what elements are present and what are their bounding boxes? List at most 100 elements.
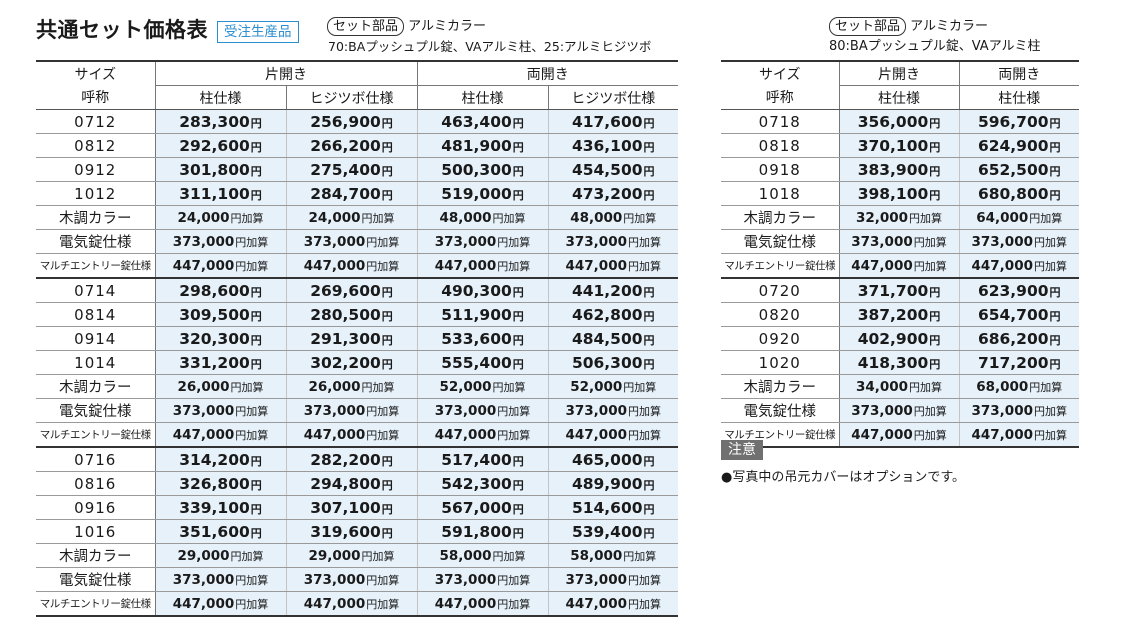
price-value: 454,500	[571, 160, 643, 179]
size-name-cell: 0714	[36, 278, 156, 303]
price-value: 447,000	[303, 595, 366, 612]
price-cell: 596,700円	[959, 109, 1079, 134]
left-spec-line2: 70:BAプッシュプル錠、VAアルミ柱、25:アルミヒジツボ	[328, 39, 652, 54]
price-value: 490,300	[441, 281, 512, 300]
yen-unit: 円	[512, 140, 524, 154]
price-value: 680,800	[977, 184, 1049, 203]
price-value: 447,000	[971, 257, 1034, 274]
price-cell: 447,000円加算	[155, 591, 287, 617]
price-value: 447,000	[565, 595, 628, 612]
price-value: 373,000	[565, 233, 628, 250]
size-name-cell: 0914	[36, 326, 156, 351]
table-row: 0714 298,600円 269,600円 490,300円 441,200円	[36, 278, 678, 303]
price-cell: 48,000円加算	[417, 205, 549, 230]
size-name-cell: マルチエントリー錠仕様	[36, 253, 156, 279]
price-value: 447,000	[851, 257, 913, 274]
yen-unit: 円加算	[913, 404, 947, 418]
table-row: 0914 320,300円 291,300円 533,600円 484,500円	[36, 326, 678, 351]
price-cell: 29,000円加算	[155, 543, 287, 568]
yen-unit: 円	[512, 116, 524, 130]
price-cell: 387,200円	[839, 302, 960, 327]
table-row: 木調カラー 34,000円加算 68,000円加算	[721, 374, 1079, 399]
price-cell: 567,000円	[417, 495, 549, 520]
yen-unit: 円	[250, 140, 262, 154]
price-value: 654,700	[977, 305, 1049, 324]
yen-unit: 円	[1049, 357, 1061, 371]
price-cell: 447,000円加算	[155, 253, 287, 279]
price-cell: 517,400円	[417, 447, 549, 472]
price-value: 282,200	[310, 450, 381, 469]
yen-unit: 円	[381, 116, 393, 130]
right-spec-line1: セット部品 アルミカラー	[829, 17, 988, 36]
left-price-table: サイズ 片開き 両開き 呼称 柱仕様 ヒジツボ仕様 柱仕様 ヒジツボ仕様 071…	[36, 60, 678, 617]
yen-unit: 円	[381, 526, 393, 540]
yen-unit: 円加算	[366, 597, 400, 611]
price-value: 309,500	[179, 305, 250, 324]
price-value: 256,900	[310, 112, 381, 131]
price-cell: 373,000円加算	[417, 567, 549, 592]
price-cell: 591,800円	[417, 519, 549, 544]
price-cell: 266,200円	[286, 133, 418, 158]
yen-unit: 円	[512, 309, 524, 323]
yen-unit: 円加算	[497, 404, 531, 418]
yen-unit: 円	[381, 454, 393, 468]
price-value: 398,100	[857, 184, 929, 203]
yen-unit: 円	[381, 333, 393, 347]
yen-unit: 円加算	[913, 235, 947, 249]
price-value: 465,000	[571, 450, 643, 469]
hijitsubo-spec-header: ヒジツボ仕様	[285, 85, 417, 110]
made-to-order-badge: 受注生産品	[217, 21, 299, 43]
price-cell: 417,600円	[548, 109, 678, 134]
price-cell: 555,400円	[417, 350, 549, 375]
price-cell: 463,400円	[417, 109, 549, 134]
price-cell: 514,600円	[548, 495, 678, 520]
price-cell: 280,500円	[286, 302, 418, 327]
table-row: 木調カラー 26,000円加算 26,000円加算 52,000円加算 52,000円加…	[36, 374, 678, 399]
set-parts-pill: セット部品	[829, 17, 907, 36]
price-value: 373,000	[172, 233, 235, 250]
price-cell: 481,900円	[417, 133, 549, 158]
size-name-cell: 0916	[36, 495, 156, 520]
price-value: 24,000	[308, 209, 361, 226]
price-cell: 373,000円加算	[155, 567, 287, 592]
price-cell: 436,100円	[548, 133, 678, 158]
price-cell: 32,000円加算	[839, 205, 960, 230]
size-header: サイズ	[36, 60, 156, 86]
price-value: 447,000	[172, 257, 235, 274]
price-cell: 652,500円	[959, 157, 1079, 182]
yen-unit: 円加算	[913, 259, 947, 273]
price-value: 373,000	[971, 233, 1034, 250]
yen-unit: 円	[250, 357, 262, 371]
price-cell: 680,800円	[959, 181, 1079, 206]
price-value: 283,300	[179, 112, 250, 131]
price-cell: 373,000円加算	[839, 398, 960, 423]
price-cell: 326,800円	[155, 471, 287, 496]
table-row: 電気錠仕様 373,000円加算 373,000円加算 373,000円加算 373,0…	[36, 398, 678, 423]
yen-unit: 円加算	[366, 259, 400, 273]
price-value: 519,000	[441, 184, 512, 203]
size-name-cell: 木調カラー	[721, 205, 840, 230]
price-value: 447,000	[565, 257, 628, 274]
yen-unit: 円	[381, 309, 393, 323]
size-name-cell: 0920	[721, 326, 840, 351]
price-value: 373,000	[565, 402, 628, 419]
yen-unit: 円	[250, 116, 262, 130]
yen-unit: 円加算	[497, 235, 531, 249]
price-cell: 294,800円	[286, 471, 418, 496]
price-value: 533,600	[441, 329, 512, 348]
size-name-cell: 電気錠仕様	[36, 567, 156, 592]
price-value: 320,300	[179, 329, 250, 348]
price-cell: 447,000円加算	[155, 422, 287, 448]
price-cell: 58,000円加算	[417, 543, 549, 568]
price-cell: 302,200円	[286, 350, 418, 375]
table-row: マルチエントリー錠仕様 447,000円加算 447,000円加算	[721, 253, 1079, 279]
right-price-table: サイズ 片開き 両開き 呼称 柱仕様 柱仕様 0718 356,000円 596,7…	[721, 60, 1079, 448]
table-row: マルチエントリー錠仕様 447,000円加算 447,000円加算 447,000円加…	[36, 591, 678, 617]
yen-unit: 円	[643, 478, 655, 492]
price-value: 447,000	[303, 257, 366, 274]
yen-unit: 円	[1049, 309, 1061, 323]
size-name-cell: 木調カラー	[36, 543, 156, 568]
price-value: 447,000	[434, 595, 497, 612]
price-value: 591,800	[441, 522, 512, 541]
size-name-cell: 0812	[36, 133, 156, 158]
